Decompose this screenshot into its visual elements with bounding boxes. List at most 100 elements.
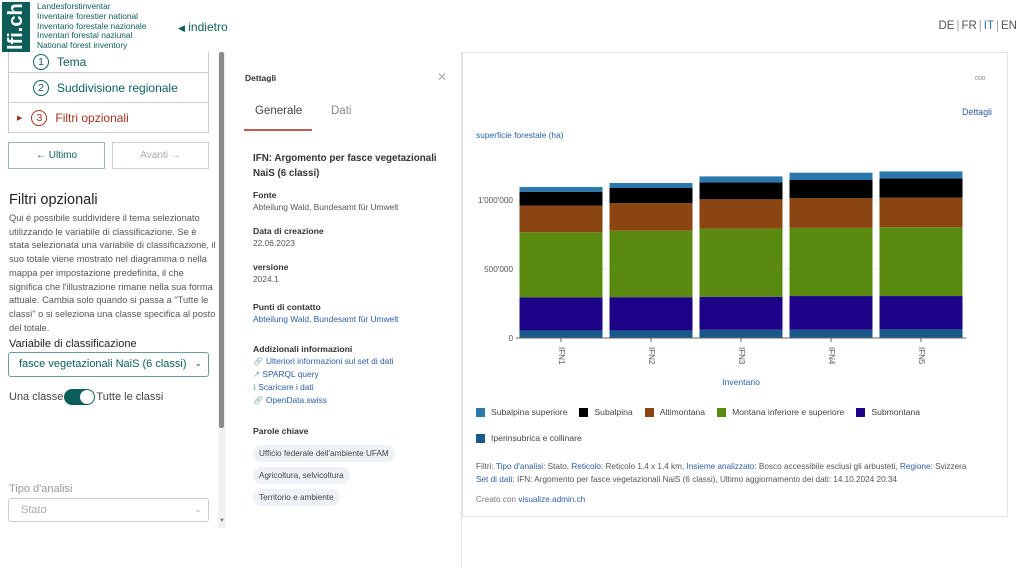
keyword-chip[interactable]: Agricoltura, selvicoltura — [253, 467, 350, 484]
lang-en[interactable]: EN — [1001, 20, 1017, 32]
tab-generale[interactable]: Generale — [255, 105, 303, 117]
x-tick-label: IFN2 — [647, 347, 656, 365]
bar-segment — [699, 329, 783, 338]
class-toggle[interactable] — [64, 389, 96, 406]
bar-segment — [609, 230, 693, 298]
bar-segment — [789, 172, 873, 180]
bar-segment — [609, 187, 693, 204]
keyword-chip[interactable]: Ufficio federale dell'ambiente UFAM — [253, 445, 395, 462]
version-section: versione 2024.1 — [253, 261, 458, 285]
analysis-select[interactable]: Stato ⌄ — [8, 498, 209, 522]
sidebar: 1 Tema 2 Suddivisione regionale ▶ 3 Filtri o… — [0, 52, 218, 568]
more-menu-icon[interactable]: ooo — [974, 75, 986, 82]
optional-filters-section: Filtri opzionali Qui è possibile suddivi… — [8, 191, 216, 406]
source-value: Abteilung Wald, Bundesamt für Umwelt — [253, 202, 399, 212]
legend-label: Subalpina — [594, 407, 633, 417]
legend-label: Subalpina superiore — [491, 407, 568, 417]
language-switcher: DE | FR | IT | EN — [938, 20, 1017, 32]
y-tick-label: 1'000'000 — [478, 196, 513, 205]
link-sparql[interactable]: ↗ SPARQL query — [253, 368, 458, 381]
bar-segment — [879, 296, 963, 330]
link-label: Scaricare i dati — [258, 382, 314, 392]
filter-key: Insieme analizzato — [686, 462, 755, 471]
next-button[interactable]: Avanti → — [112, 142, 209, 169]
link-icon: 🔗︎ — [253, 356, 264, 366]
arrow-left-icon: ← — [35, 150, 46, 161]
link-opendata[interactable]: 🔗︎ OpenData.swiss — [253, 394, 458, 407]
step-label: Suddivisione regionale — [57, 80, 178, 95]
keyword-chip[interactable]: Territorio e ambiente — [253, 489, 340, 506]
filter-value: Stato — [547, 462, 567, 471]
bar-segment — [699, 228, 783, 297]
lang-it[interactable]: IT — [983, 20, 995, 32]
caret-left-icon: ◀ — [178, 23, 185, 33]
filter-key: Reticolo — [571, 462, 601, 471]
variable-select[interactable]: fasce vegetazionali NaiS (6 classi) ⌄ — [8, 352, 209, 378]
legend-item: Submontana — [856, 407, 920, 417]
chart-filters: Filtri: Tipo d'analisi: Stato, Reticolo:… — [476, 462, 967, 484]
logo-line: Inventaire forestier national — [37, 10, 139, 21]
close-icon[interactable]: ✕ — [437, 70, 448, 84]
legend-swatch — [856, 407, 866, 417]
chart-card: ooo Dettagli superficie forestale (ha) 0… — [462, 52, 1008, 517]
details-link[interactable]: Dettagli — [962, 107, 992, 117]
link-label: Ulteriori informazioni sul set di dati — [265, 356, 394, 366]
more-info-section: Addizionali informazioni 🔗︎ Ulteriori in… — [253, 343, 458, 407]
legend-label: Montana inferiore e superiore — [732, 407, 845, 417]
scroll-down-icon[interactable]: ▼ — [219, 518, 225, 524]
link-download[interactable]: ⭳ Scaricare i dati — [253, 381, 458, 394]
step-filtri[interactable]: ▶ 3 Filtri opzionali — [8, 103, 209, 133]
created-value: 22.06.2023 — [253, 238, 295, 248]
bar-segment — [519, 205, 603, 233]
contact-section: Punti di contatto Abteilung Wald, Bundes… — [253, 301, 458, 326]
y-axis-title: superficie forestale (ha) — [476, 130, 564, 140]
logo[interactable]: lfi.ch — [2, 2, 30, 52]
toggle-right-label: Tutte le classi — [96, 391, 164, 404]
step-suddivisione[interactable]: 2 Suddivisione regionale — [8, 73, 209, 103]
legend-swatch — [476, 407, 485, 417]
logo-line: Inventario forestale nazionale — [37, 20, 147, 31]
bar-segment — [879, 178, 963, 198]
bar-segment — [519, 297, 603, 331]
tab-dati[interactable]: Dati — [331, 105, 352, 117]
filter-value: Svizzera — [935, 462, 967, 471]
back-link[interactable]: ◀ indietro — [178, 20, 228, 34]
step-number: 3 — [31, 109, 48, 126]
logo-line: Landesforstinventar — [37, 1, 111, 11]
download-icon: ⭳ — [253, 382, 256, 392]
filter-key: Regione — [900, 462, 931, 471]
visualize-link[interactable]: visualize.admin.ch — [518, 495, 586, 504]
source-label: Fonte — [253, 190, 277, 200]
chart-footer: Subalpina superiore Subalpina Altimontana M… — [476, 407, 996, 506]
bar-segment — [879, 171, 963, 179]
section-description: Qui è possibile suddividere il tema sele… — [9, 213, 216, 333]
source-section: Fonte Abteilung Wald, Bundesamt für Umwe… — [253, 189, 458, 213]
section-title: Filtri opzionali — [9, 192, 98, 208]
bar-segment — [879, 227, 963, 297]
contact-label: Punti di contatto — [253, 302, 321, 312]
legend-label: Altimontana — [659, 407, 706, 417]
prev-button[interactable]: ← Ultimo — [8, 142, 105, 169]
link-icon: 🔗︎ — [253, 395, 264, 405]
keywords-label: Parole chiave — [253, 426, 309, 436]
contact-link[interactable]: Abteilung Wald, Bundesamt für Umwelt — [253, 314, 399, 324]
lang-fr[interactable]: FR — [961, 20, 977, 32]
variable-label: Variabile di classificazione — [9, 338, 137, 351]
bar-segment — [699, 176, 783, 183]
class-toggle-row: Una classe Tutte le classi — [9, 389, 216, 406]
dataset-title: IFN: Argomento per fasce vegetazionali N… — [253, 153, 437, 179]
bar-segment — [609, 330, 693, 338]
step-tema[interactable]: 1 Tema — [8, 52, 209, 73]
bar-segment — [519, 187, 603, 192]
external-link-icon: ↗ — [253, 369, 261, 379]
scrollbar-thumb[interactable] — [219, 52, 224, 428]
x-axis-title: Inventario — [722, 377, 760, 387]
bar-segment — [699, 296, 783, 330]
logo-line: National forest inventory — [37, 40, 128, 51]
back-label: indietro — [188, 20, 228, 34]
lang-de[interactable]: DE — [938, 20, 955, 32]
x-tick-label: IFN1 — [557, 347, 566, 365]
link-more-info[interactable]: 🔗︎ Ulteriori informazioni sul set di dat… — [253, 355, 458, 368]
legend-label: Iperinsubrica e collinare — [491, 433, 582, 443]
legend-item: Montana inferiore e superiore — [717, 407, 844, 417]
